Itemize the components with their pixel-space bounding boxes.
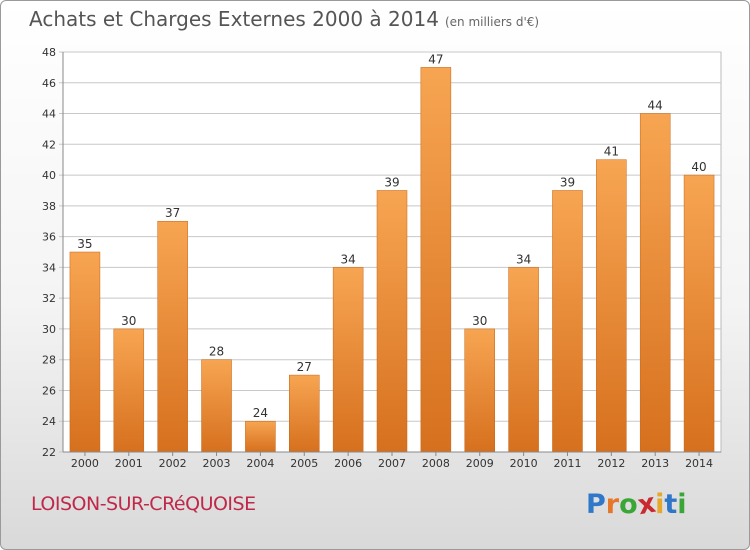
data-label: 39: [384, 175, 399, 189]
bar: [201, 359, 232, 453]
bar: [420, 67, 452, 453]
x-tick-label: 2002: [159, 457, 187, 470]
logo-letter: P: [586, 489, 606, 520]
bar: [464, 328, 495, 453]
y-tick-label: 34: [42, 261, 56, 274]
chart-title-text: Achats et Charges Externes 2000 à 2014: [29, 7, 439, 31]
x-tick-label: 2010: [510, 457, 538, 470]
y-tick-label: 36: [42, 231, 56, 244]
bar: [683, 174, 715, 453]
logo-letter: t: [664, 489, 678, 520]
data-label: 40: [691, 160, 706, 174]
proxiti-logo: Proxiti: [586, 488, 687, 522]
y-tick-label: 42: [42, 138, 56, 151]
data-label: 27: [297, 360, 312, 374]
y-tick-label: 44: [42, 108, 56, 121]
data-label: 35: [77, 237, 92, 251]
x-tick-label: 2008: [422, 457, 450, 470]
data-label: 30: [472, 314, 487, 328]
x-tick-label: 2011: [553, 457, 581, 470]
logo-letter: r: [605, 489, 620, 520]
x-tick-label: 2012: [597, 457, 625, 470]
bar: [289, 374, 320, 453]
bar: [376, 190, 408, 453]
data-label: 34: [340, 252, 355, 266]
bar: [596, 159, 627, 453]
bar: [113, 328, 145, 453]
chart-title: Achats et Charges Externes 2000 à 2014 (e…: [29, 7, 539, 31]
y-tick-label: 30: [42, 323, 56, 336]
bar: [157, 220, 188, 453]
chart-unit: (en milliers d'€): [444, 15, 540, 29]
x-tick-label: 2000: [71, 457, 99, 470]
bar: [245, 420, 276, 453]
x-tick-label: 2014: [685, 457, 713, 470]
bar: [69, 251, 101, 453]
commune-name: LOISON-SUR-CRéQUOISE: [31, 493, 256, 515]
data-label: 24: [253, 406, 268, 420]
x-tick-label: 2004: [246, 457, 274, 470]
y-tick-label: 26: [42, 384, 56, 397]
logo-letter: o: [619, 489, 638, 520]
y-tick-label: 48: [42, 46, 56, 59]
data-label: 28: [209, 345, 224, 359]
data-label: 39: [560, 175, 575, 189]
x-tick-label: 2006: [334, 457, 362, 470]
bar: [552, 190, 583, 453]
data-label: 34: [516, 252, 531, 266]
y-tick-label: 28: [42, 354, 56, 367]
logo-letter: i: [655, 489, 665, 520]
x-tick-label: 2007: [378, 457, 406, 470]
bar: [639, 113, 671, 453]
data-label: 47: [428, 52, 443, 66]
y-tick-label: 22: [42, 446, 56, 459]
x-tick-label: 2005: [290, 457, 318, 470]
y-tick-label: 40: [42, 169, 56, 182]
x-tick-label: 2003: [203, 457, 231, 470]
logo-letter: i: [677, 489, 687, 520]
data-label: 44: [648, 99, 663, 113]
x-tick-label: 2009: [466, 457, 494, 470]
x-tick-label: 2001: [115, 457, 143, 470]
bar: [508, 267, 539, 453]
y-tick-label: 24: [42, 415, 56, 428]
bar: [332, 267, 364, 453]
y-tick-label: 38: [42, 200, 56, 213]
x-tick-label: 2013: [641, 457, 669, 470]
y-tick-label: 32: [42, 292, 56, 305]
y-tick-label: 46: [42, 77, 56, 90]
data-label: 37: [165, 206, 180, 220]
data-label: 41: [604, 145, 619, 159]
data-label: 30: [121, 314, 136, 328]
